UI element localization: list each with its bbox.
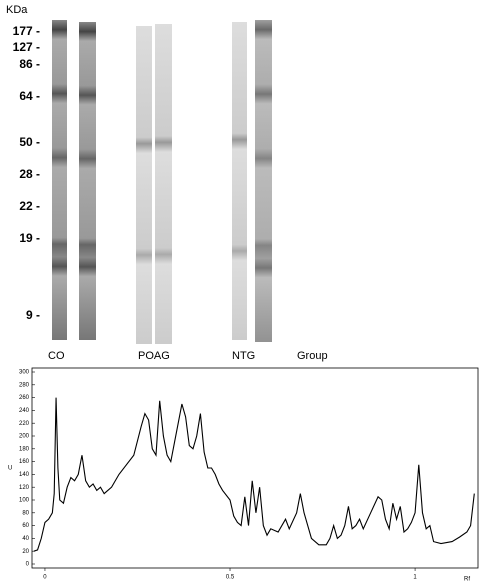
y-tick-label: 200	[19, 434, 30, 440]
x-tick-label: 0	[43, 575, 47, 581]
marker-label: 22 -	[19, 199, 40, 213]
blot	[52, 20, 272, 344]
lane-strip	[52, 20, 67, 340]
lane-label: NTG	[232, 350, 255, 362]
marker-label: 127 -	[13, 40, 40, 54]
group-label: Group	[297, 350, 328, 362]
lane-strip	[79, 22, 96, 340]
y-tick-label: 60	[22, 523, 29, 529]
y-axis-label: U	[8, 466, 12, 472]
y-tick-label: 160	[19, 459, 30, 465]
y-tick-label: 240	[19, 408, 30, 414]
marker-label: 28 -	[19, 167, 40, 181]
y-tick-label: 140	[19, 472, 30, 478]
marker-label: 9 -	[26, 308, 40, 322]
y-tick-label: 80	[22, 510, 29, 516]
y-tick-label: 100	[19, 498, 30, 504]
y-tick-label: 280	[19, 382, 30, 388]
lane-label: POAG	[138, 350, 170, 362]
marker-label: 50 -	[19, 135, 40, 149]
marker-label: 177 -	[13, 24, 40, 38]
x-tick-label: 1	[413, 575, 417, 581]
y-tick-label: 0	[26, 562, 30, 568]
lane-label: CO	[48, 350, 65, 362]
lane-strip	[255, 20, 272, 342]
y-tick-label: 260	[19, 395, 30, 401]
y-tick-label: 180	[19, 446, 30, 452]
y-tick-label: 20	[22, 549, 29, 555]
x-tick-label: 0.5	[226, 575, 235, 581]
density-line	[33, 397, 475, 552]
lane-strip	[232, 22, 247, 340]
marker-label: 86 -	[19, 57, 40, 71]
marker-label: 19 -	[19, 231, 40, 245]
marker-label: 64 -	[19, 89, 40, 103]
y-tick-label: 120	[19, 485, 30, 491]
plot-frame	[31, 367, 479, 569]
unit-label: KDa	[6, 4, 28, 16]
x-axis-label: Rf	[464, 577, 470, 583]
lane-strip	[136, 26, 152, 344]
lane-strip	[155, 24, 172, 344]
y-tick-label: 40	[22, 536, 29, 542]
y-tick-label: 300	[19, 370, 30, 376]
y-tick-label: 220	[19, 421, 30, 427]
